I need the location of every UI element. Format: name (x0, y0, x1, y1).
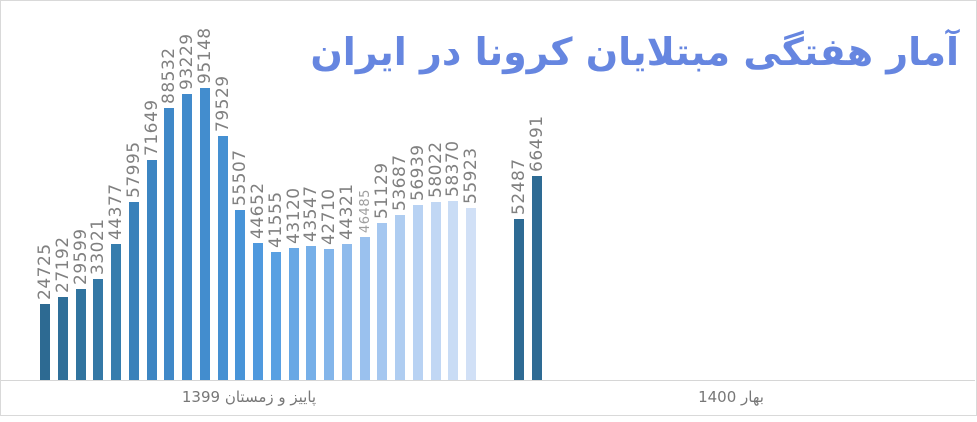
bar-value-label: 88532 (159, 47, 179, 104)
chart-title: آمار هفتگی مبتلایان کرونا در ایران (310, 30, 959, 74)
bar (111, 244, 121, 380)
bar-value-label: 44321 (337, 183, 357, 240)
bar-value-label: 58022 (426, 141, 446, 198)
bar-value-label: 44652 (248, 182, 268, 239)
bar-value-label: 43547 (301, 185, 321, 242)
bar-value-label: 33021 (88, 218, 108, 275)
bar-value-label: 57995 (124, 141, 144, 198)
bar (377, 223, 387, 380)
bar (235, 210, 245, 380)
bar-value-label: 41555 (266, 191, 286, 248)
bar (253, 243, 263, 380)
bar-value-label: 95148 (195, 27, 215, 84)
bar (40, 304, 50, 380)
bar (466, 208, 476, 380)
category-label-autumn-winter-1399: پاییز و زمستان 1399 (181, 388, 317, 406)
bar (413, 205, 423, 380)
bar (289, 248, 299, 380)
bar-value-label: 56939 (408, 144, 428, 201)
bar-value-label: 24725 (35, 243, 55, 300)
bar-value-label: 46485 (358, 189, 373, 233)
bar-value-label: 71649 (142, 99, 162, 156)
bar-value-label: 27192 (53, 236, 73, 293)
bar-value-label: 44377 (106, 183, 126, 240)
bar (93, 279, 103, 380)
bar (342, 244, 352, 380)
bar (324, 249, 334, 380)
bar-value-label: 58370 (443, 140, 463, 197)
bar-value-label: 79529 (213, 75, 233, 132)
bar (147, 160, 157, 380)
bar (360, 237, 370, 380)
bar (129, 202, 139, 380)
bar (306, 246, 316, 380)
bar-value-label: 66491 (527, 115, 547, 172)
bar (448, 201, 458, 380)
bar-value-label: 52487 (509, 158, 529, 215)
bar (395, 215, 405, 380)
bar (164, 108, 174, 380)
bar-value-label: 43120 (284, 187, 304, 244)
bar (431, 202, 441, 380)
bar (76, 289, 86, 380)
bar (218, 136, 228, 380)
category-label-spring-1400: بهار 1400 (698, 388, 764, 406)
bar (532, 176, 542, 380)
bar-value-label: 93229 (177, 33, 197, 90)
bar-value-label: 42710 (319, 188, 339, 245)
bar-value-label: 53687 (390, 154, 410, 211)
x-axis-line (1, 380, 975, 381)
bar (182, 94, 192, 380)
bar (271, 252, 281, 380)
bar-value-label: 51129 (372, 162, 392, 219)
bar-value-label: 55923 (461, 147, 481, 204)
bar-value-label: 55507 (230, 149, 250, 206)
bar (58, 297, 68, 380)
bar (514, 219, 524, 380)
bar-value-label: 29599 (71, 228, 91, 285)
bar (200, 88, 210, 380)
